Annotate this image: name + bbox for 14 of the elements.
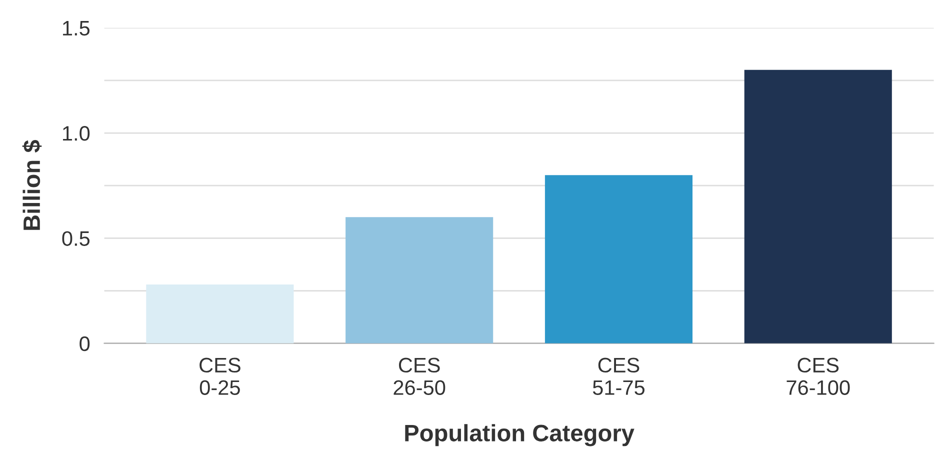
y-tick-label: 0.5 bbox=[62, 231, 90, 246]
bar bbox=[146, 284, 294, 344]
bar bbox=[544, 175, 693, 344]
y-tick-label: 1.5 bbox=[63, 21, 90, 36]
x-tick-label: CES 0-25 bbox=[200, 358, 240, 395]
x-tick-label: CES 76-100 bbox=[786, 358, 850, 395]
x-axis-title: Population Category bbox=[405, 424, 634, 446]
x-tick-label: CES 51-75 bbox=[592, 358, 644, 395]
y-tick-label: 0 bbox=[80, 336, 90, 352]
bar bbox=[744, 70, 892, 344]
bar bbox=[346, 217, 494, 344]
x-tick-label: CES 26-50 bbox=[394, 358, 446, 395]
y-tick-label: 1.0 bbox=[63, 126, 90, 141]
y-axis-title: Billion $ bbox=[22, 140, 42, 230]
